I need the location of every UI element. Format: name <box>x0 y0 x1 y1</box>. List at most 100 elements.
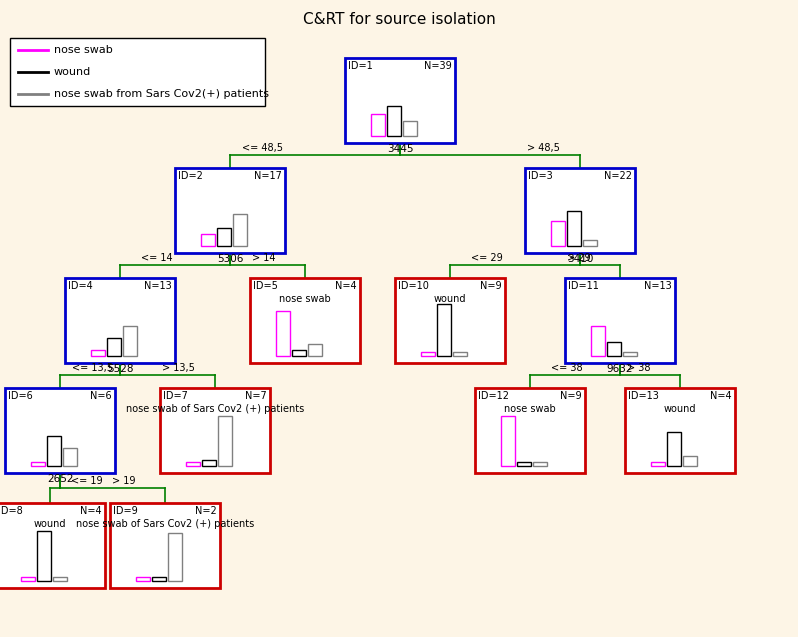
Bar <box>65 278 175 363</box>
Bar <box>233 214 247 246</box>
Text: 2652: 2652 <box>47 474 73 484</box>
Text: N=7: N=7 <box>245 391 267 401</box>
Text: C&RT for source isolation: C&RT for source isolation <box>302 12 496 27</box>
Text: N=13: N=13 <box>144 281 172 291</box>
Text: N=6: N=6 <box>90 391 112 401</box>
Bar <box>345 58 455 143</box>
Text: 3410: 3410 <box>567 254 593 264</box>
Bar <box>160 388 270 473</box>
Bar <box>403 121 417 136</box>
Text: 9632: 9632 <box>606 364 634 374</box>
Text: wound: wound <box>34 519 66 529</box>
Bar <box>625 388 735 473</box>
Text: 5528: 5528 <box>107 364 133 374</box>
Text: > 29: > 29 <box>567 253 591 263</box>
Text: ID=2: ID=2 <box>178 171 203 181</box>
Bar <box>47 436 61 466</box>
Text: ID=7: ID=7 <box>163 391 188 401</box>
Bar <box>567 211 581 246</box>
Text: ID=12: ID=12 <box>478 391 509 401</box>
Bar <box>21 577 35 581</box>
Text: N=13: N=13 <box>644 281 672 291</box>
Bar <box>453 352 467 356</box>
Bar <box>395 278 505 363</box>
Text: ID=1: ID=1 <box>348 61 373 71</box>
Text: N=4: N=4 <box>81 506 102 516</box>
Bar <box>186 462 200 466</box>
Bar <box>123 326 137 356</box>
Text: nose swab: nose swab <box>504 404 556 414</box>
Bar <box>136 577 150 581</box>
Bar <box>5 388 115 473</box>
Text: wound: wound <box>664 404 696 414</box>
Bar <box>371 114 385 136</box>
Text: <= 38: <= 38 <box>551 363 583 373</box>
Text: N=22: N=22 <box>604 171 632 181</box>
Bar <box>607 342 621 356</box>
Text: ID=8: ID=8 <box>0 506 23 516</box>
Text: > 14: > 14 <box>252 253 275 263</box>
Text: ID=6: ID=6 <box>8 391 33 401</box>
Bar <box>583 240 597 246</box>
Bar <box>475 388 585 473</box>
Bar <box>31 462 45 466</box>
Text: ID=10: ID=10 <box>398 281 429 291</box>
Text: > 13,5: > 13,5 <box>162 363 195 373</box>
Text: N=4: N=4 <box>335 281 357 291</box>
Bar <box>217 228 231 246</box>
Text: nose swab of Sars Cov2 (+) patients: nose swab of Sars Cov2 (+) patients <box>76 519 254 529</box>
Bar <box>152 577 166 581</box>
Bar <box>250 278 360 363</box>
Text: ID=11: ID=11 <box>568 281 598 291</box>
Text: nose swab from Sars Cov2(+) patients: nose swab from Sars Cov2(+) patients <box>54 89 269 99</box>
Text: > 19: > 19 <box>112 475 136 485</box>
Bar <box>202 460 216 466</box>
Bar <box>292 350 306 356</box>
Bar <box>683 456 697 466</box>
Bar <box>175 168 285 253</box>
Text: ID=9: ID=9 <box>113 506 138 516</box>
Text: ID=13: ID=13 <box>628 391 659 401</box>
Text: 5306: 5306 <box>217 254 243 264</box>
Text: > 48,5: > 48,5 <box>527 143 560 153</box>
Text: N=2: N=2 <box>196 506 217 516</box>
Bar <box>201 234 215 246</box>
Bar <box>10 38 265 106</box>
Bar <box>91 350 105 356</box>
Bar <box>533 462 547 466</box>
Text: N=9: N=9 <box>480 281 502 291</box>
Bar <box>565 278 675 363</box>
Bar <box>437 304 451 356</box>
Text: > 38: > 38 <box>627 363 650 373</box>
Text: N=39: N=39 <box>425 61 452 71</box>
Bar <box>276 311 290 356</box>
Bar <box>623 352 637 356</box>
Text: ID=5: ID=5 <box>253 281 278 291</box>
Text: <= 13,5: <= 13,5 <box>72 363 113 373</box>
Text: N=9: N=9 <box>560 391 582 401</box>
Bar <box>525 168 635 253</box>
Text: <= 29: <= 29 <box>472 253 503 263</box>
Bar <box>218 416 232 466</box>
Text: 3445: 3445 <box>387 144 413 154</box>
Bar <box>517 462 531 466</box>
Bar <box>308 344 322 356</box>
Bar <box>387 106 401 136</box>
Text: N=4: N=4 <box>710 391 732 401</box>
Bar <box>53 577 67 581</box>
Bar <box>168 533 182 581</box>
Bar <box>110 503 220 588</box>
Text: ID=3: ID=3 <box>528 171 553 181</box>
Bar <box>651 462 665 466</box>
Bar <box>421 352 435 356</box>
Bar <box>37 531 51 581</box>
Bar <box>591 326 605 356</box>
Text: <= 48,5: <= 48,5 <box>242 143 283 153</box>
Text: nose swab of Sars Cov2 (+) patients: nose swab of Sars Cov2 (+) patients <box>126 404 304 414</box>
Bar <box>63 448 77 466</box>
Text: nose swab: nose swab <box>279 294 331 304</box>
Text: N=17: N=17 <box>254 171 282 181</box>
Bar <box>551 221 565 246</box>
Bar <box>667 432 681 466</box>
Bar <box>107 338 121 356</box>
